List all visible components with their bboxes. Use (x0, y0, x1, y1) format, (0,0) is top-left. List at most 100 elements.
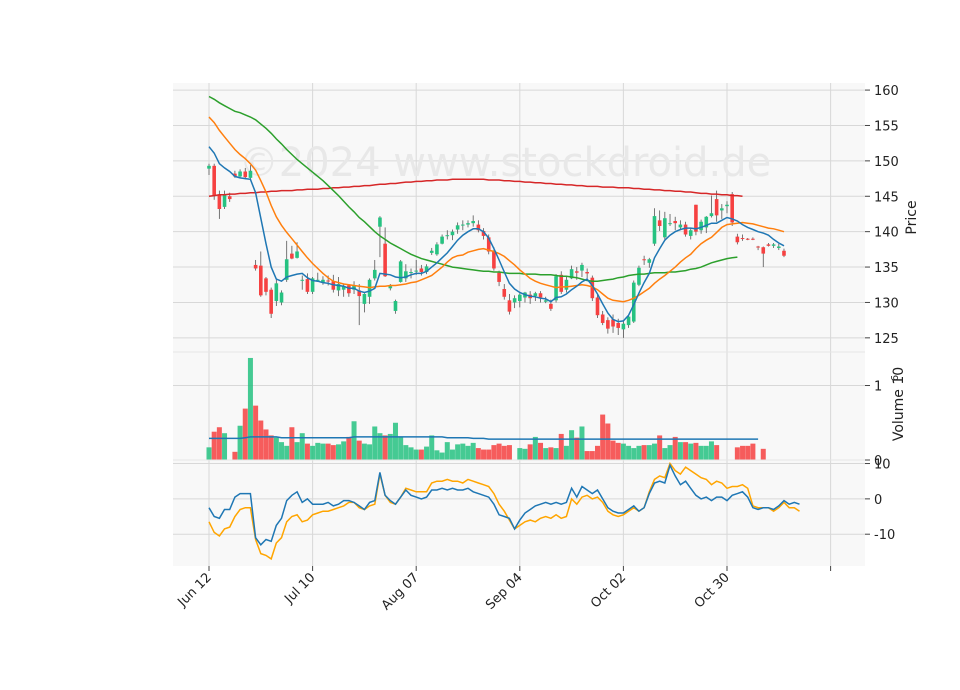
candle-up (709, 213, 714, 217)
x-tick-label: Aug 07 (379, 570, 422, 613)
price-tick-label: 145 (874, 190, 899, 205)
volume-bar (527, 444, 533, 460)
candle-up (518, 294, 522, 302)
volume-bar (377, 433, 383, 460)
marks-layer (206, 95, 800, 561)
volume-bar (548, 447, 554, 460)
volume-bar (398, 436, 404, 460)
candle-down (642, 259, 646, 261)
volume-bar (703, 445, 709, 460)
candle-down (782, 250, 786, 256)
volume-bar (558, 433, 564, 460)
volume-bar (299, 433, 305, 460)
candle-down (217, 194, 222, 210)
candle-down (600, 314, 605, 323)
candle-down (476, 224, 481, 231)
candle-up (404, 271, 408, 279)
volume-bar (449, 449, 455, 460)
candle-up (688, 230, 693, 236)
volume-bar (688, 443, 694, 460)
volume-bar (595, 445, 600, 460)
volume-average-line (209, 436, 759, 440)
volume-bar (341, 441, 347, 460)
volume-bar (538, 442, 544, 460)
volume-bar (672, 436, 678, 460)
volume-bar (584, 451, 590, 460)
candle-down (683, 224, 688, 235)
volume-bar (522, 448, 528, 460)
candle-down (590, 277, 595, 299)
candle-down (269, 289, 273, 314)
volume-bar (579, 426, 585, 460)
candle-up (631, 282, 636, 322)
candle-up (621, 323, 626, 330)
candle-down (326, 280, 330, 282)
price-tick-label: 135 (874, 261, 899, 276)
candle-up (771, 244, 776, 246)
panels-layer (173, 83, 865, 566)
candle-up (461, 224, 465, 226)
volume-bar (651, 443, 657, 460)
x-tick-label: Oct 02 (588, 570, 629, 611)
volume-bar (289, 427, 295, 460)
candle-up (378, 217, 382, 227)
volume-bar (662, 448, 668, 460)
candle-down (745, 238, 750, 240)
volume-bar (211, 431, 217, 460)
candle-down (549, 303, 553, 309)
candle-up (222, 194, 227, 207)
candle-up (455, 225, 460, 230)
x-tick-label: Jul 10 (281, 570, 318, 607)
volume-bar (336, 444, 341, 460)
volume-bar (392, 422, 398, 460)
candle-down (290, 253, 294, 259)
volume-bar (216, 427, 222, 460)
candle-down (486, 237, 491, 252)
candle-down (740, 238, 745, 240)
candle-up (704, 216, 709, 228)
x-tick-label: Jun 12 (175, 570, 215, 610)
price-tick-label: 155 (874, 119, 899, 134)
price-tick-label: 130 (874, 296, 899, 311)
candle-up (238, 171, 242, 177)
candle-up (341, 286, 346, 290)
volume-bar (657, 435, 663, 460)
candle-down (227, 196, 232, 200)
volume-bar (615, 442, 621, 460)
volume-bar (646, 445, 652, 460)
volume-bar (330, 445, 336, 460)
volume-bar (693, 442, 699, 460)
candle-up (543, 300, 548, 302)
candle-down (419, 268, 424, 273)
price-tick-label: 150 (874, 155, 899, 170)
candle-down (233, 173, 237, 177)
candle-up (310, 278, 315, 292)
volume-bar (304, 443, 310, 460)
price-axis-title: Price (904, 200, 920, 234)
candle-down (611, 319, 615, 327)
volume-bar (351, 421, 357, 460)
candle-down (243, 171, 248, 178)
volume-bar (667, 445, 673, 460)
volume-bar (429, 435, 435, 460)
sma100-line (208, 178, 743, 198)
candle-down (264, 278, 268, 292)
volume-bar (361, 443, 367, 460)
price-panel-bg (173, 83, 865, 352)
candle-up (362, 293, 367, 304)
price-tick-label: 125 (874, 332, 899, 347)
candle-down (730, 194, 734, 223)
candle-up (284, 259, 289, 280)
candle-down (761, 247, 766, 254)
volume-bar (532, 436, 538, 460)
candle-up (409, 272, 413, 274)
volume-bar (563, 445, 569, 460)
candle-up (626, 316, 631, 326)
x-tick-label: Oct 30 (692, 570, 733, 611)
volume-bar (760, 448, 766, 460)
candle-up (336, 284, 341, 291)
volume-bar (605, 423, 611, 460)
candle-down (492, 250, 496, 269)
candle-down (507, 300, 512, 312)
